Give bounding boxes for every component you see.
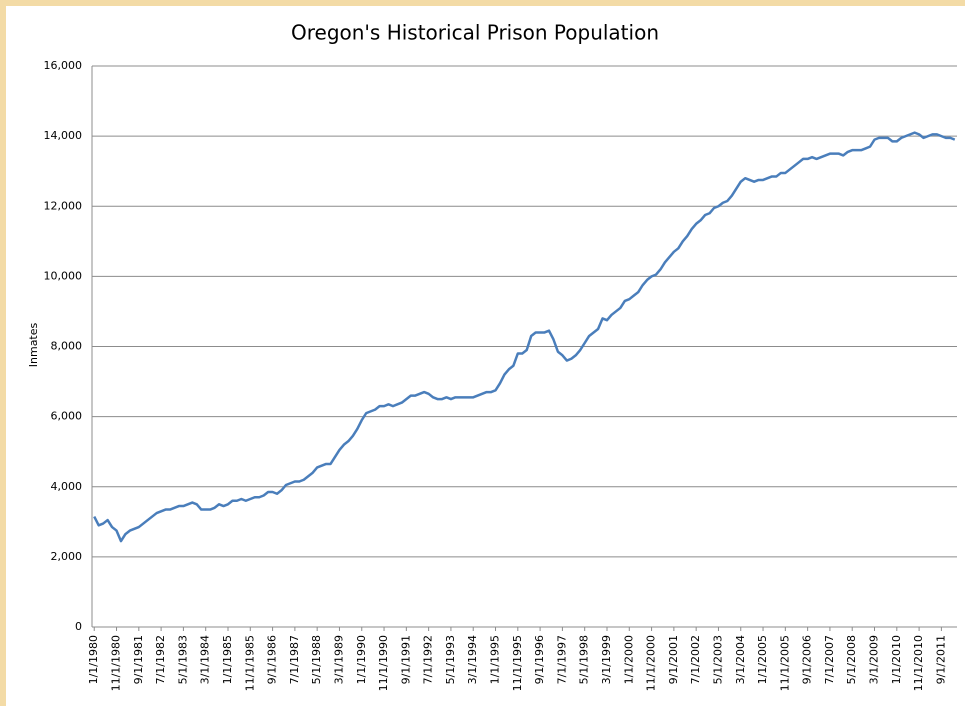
y-tick-label: 8,000 [51, 340, 83, 353]
x-tick-label: 9/1/1986 [266, 635, 279, 684]
x-tick-label: 7/1/1982 [154, 635, 167, 684]
x-tick-label: 7/1/2007 [823, 635, 836, 684]
x-tick-label: 7/1/1992 [422, 635, 435, 684]
x-tick-label: 1/1/2010 [890, 635, 903, 684]
x-tick-label: 9/1/2001 [667, 635, 680, 684]
x-tick-label: 1/1/1990 [355, 635, 368, 684]
x-tick-label: 11/1/2000 [645, 635, 658, 691]
x-tick-label: 7/1/1997 [555, 635, 568, 684]
x-tick-label: 9/1/1981 [132, 635, 145, 684]
x-tick-label: 11/1/1990 [377, 635, 390, 691]
x-tick-label: 11/1/2005 [778, 635, 791, 691]
y-tick-label: 2,000 [51, 550, 83, 563]
chart: Oregon's Historical Prison Population In… [6, 6, 965, 706]
x-tick-label: 1/1/1985 [221, 635, 234, 684]
x-tick-label: 3/1/2009 [868, 635, 881, 684]
chart-title: Oregon's Historical Prison Population [291, 21, 659, 45]
y-axis-label: Inmates [27, 322, 40, 367]
x-tick-label: 5/1/1988 [310, 635, 323, 684]
y-tick-label: 12,000 [44, 199, 83, 212]
x-tick-label: 9/1/2006 [801, 635, 814, 684]
x-tick-label: 11/1/1985 [243, 635, 256, 691]
y-tick-label: 16,000 [44, 59, 83, 72]
x-tick-label: 11/1/1980 [110, 635, 123, 691]
x-tick-label: 1/1/1980 [87, 635, 100, 684]
y-tick-label: 0 [75, 620, 82, 633]
x-tick-label: 5/1/1983 [176, 635, 189, 684]
x-tick-label: 3/1/1989 [332, 635, 345, 684]
x-tick-label: 5/1/1998 [578, 635, 591, 684]
x-tick-label: 11/1/2010 [912, 635, 925, 691]
x-tick-label: 9/1/1996 [533, 635, 546, 684]
data-line [93, 131, 956, 543]
x-tick-label: 7/1/1987 [288, 635, 301, 684]
x-tick-label: 5/1/2008 [845, 635, 858, 684]
x-tick-label: 9/1/1991 [399, 635, 412, 684]
x-tick-label: 3/1/1999 [600, 635, 613, 684]
y-tick-label: 14,000 [44, 129, 83, 142]
x-tick-label: 9/1/2011 [934, 635, 947, 684]
x-tick-label: 5/1/2003 [711, 635, 724, 684]
x-tick-label: 11/1/1995 [511, 635, 524, 691]
y-tick-label: 6,000 [51, 410, 83, 423]
x-tick-label: 1/1/2000 [622, 635, 635, 684]
x-tick-label: 3/1/1984 [199, 635, 212, 684]
x-tick-label: 3/1/1994 [466, 635, 479, 684]
x-tick-label: 3/1/2004 [734, 635, 747, 684]
y-tick-label: 10,000 [44, 269, 83, 282]
y-tick-label: 4,000 [51, 480, 83, 493]
x-tick-label: 1/1/1995 [489, 635, 502, 684]
x-tick-label: 5/1/1993 [444, 635, 457, 684]
x-tick-label: 7/1/2002 [689, 635, 702, 684]
x-tick-label: 1/1/2005 [756, 635, 769, 684]
